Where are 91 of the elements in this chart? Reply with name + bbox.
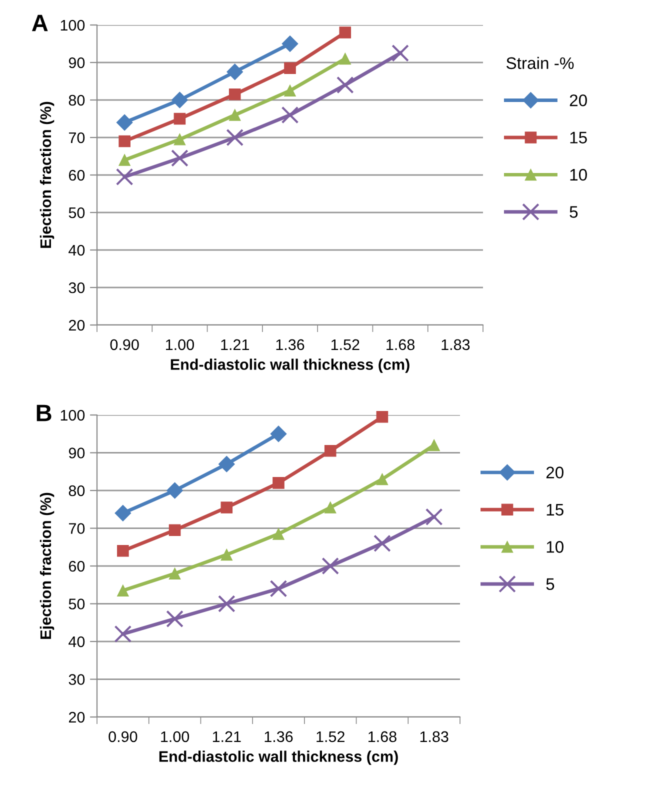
- y-tick-label: 50: [68, 207, 85, 218]
- legend-label: 10: [570, 168, 587, 181]
- legend-label: 15: [546, 504, 564, 516]
- point: [270, 580, 288, 598]
- point: [322, 557, 340, 575]
- point: [376, 473, 388, 486]
- y-tick-label: 20: [68, 320, 85, 331]
- point: [425, 508, 443, 526]
- x-tick-label: 1.00: [166, 339, 194, 350]
- y-tick-label: 70: [68, 132, 85, 144]
- y-tick-label: 40: [68, 244, 85, 256]
- chart-title: A: [32, 14, 48, 32]
- point: [220, 502, 233, 514]
- point: [228, 109, 241, 121]
- y-tick-label: 50: [68, 598, 85, 610]
- x-tick-label: 0.90: [108, 731, 138, 742]
- point: [117, 544, 129, 557]
- x-axis-title: End-diastolic wall thickness (cm): [170, 358, 410, 373]
- x-tick-label: 1.83: [420, 731, 448, 742]
- y-tick-label: 90: [68, 57, 85, 68]
- point: [168, 568, 181, 580]
- point: [226, 64, 244, 80]
- y-axis-title: Ejection fraction (%): [40, 102, 54, 248]
- point: [282, 36, 298, 52]
- x-tick-label: 1.00: [161, 731, 190, 742]
- x-tick-label: 1.52: [331, 339, 360, 350]
- x-axis-title: End-diastolic wall thickness (cm): [159, 750, 398, 765]
- point: [281, 106, 299, 124]
- x-tick-label: 1.36: [264, 731, 293, 742]
- point: [270, 426, 287, 442]
- legend-label: 5: [570, 206, 578, 218]
- y-tick-label: 20: [68, 712, 85, 723]
- point: [324, 444, 336, 457]
- point: [284, 84, 296, 97]
- point: [226, 128, 244, 146]
- point: [118, 154, 130, 166]
- point: [171, 149, 188, 167]
- point: [172, 92, 188, 108]
- legend-label: 10: [546, 541, 564, 553]
- point: [220, 548, 233, 561]
- point: [118, 135, 130, 148]
- x-tick-label: 1.36: [276, 339, 304, 350]
- y-tick-label: 100: [60, 20, 85, 31]
- point: [117, 584, 129, 596]
- point: [339, 52, 352, 65]
- x-tick-label: 0.90: [110, 339, 139, 350]
- point: [218, 456, 235, 472]
- y-tick-label: 80: [68, 485, 85, 496]
- legend-label: 20: [570, 94, 587, 106]
- y-tick-label: 80: [68, 94, 85, 106]
- x-tick-label: 1.21: [221, 339, 249, 350]
- point: [166, 610, 184, 628]
- point: [166, 482, 183, 499]
- point: [168, 524, 181, 536]
- x-tick-label: 1.83: [442, 339, 470, 350]
- point: [336, 76, 354, 94]
- point: [116, 168, 134, 186]
- x-tick-label: 1.21: [212, 731, 241, 742]
- point: [228, 88, 241, 100]
- point: [284, 62, 296, 74]
- y-tick-label: 40: [68, 636, 85, 648]
- point: [392, 44, 409, 62]
- y-tick-label: 60: [68, 170, 85, 181]
- point: [218, 595, 236, 612]
- x-tick-label: 1.68: [368, 731, 396, 742]
- legend-label: 5: [546, 578, 554, 590]
- y-tick-label: 30: [68, 282, 85, 294]
- y-tick-label: 90: [68, 448, 85, 458]
- point: [174, 133, 186, 146]
- point: [374, 534, 391, 552]
- legend-label: 20: [546, 466, 564, 478]
- x-tick-label: 1.68: [386, 339, 414, 350]
- chart-title: B: [36, 404, 52, 422]
- point: [114, 504, 132, 522]
- legend-title: Strain -%: [506, 56, 574, 70]
- point: [339, 26, 352, 38]
- point: [428, 439, 440, 452]
- y-axis-title: Ejection fraction (%): [40, 492, 54, 639]
- point: [116, 114, 133, 131]
- point: [376, 410, 388, 423]
- point: [114, 625, 132, 643]
- point: [272, 477, 284, 489]
- y-tick-label: 70: [68, 523, 85, 534]
- point: [324, 502, 336, 514]
- point: [174, 112, 186, 125]
- y-tick-label: 60: [68, 560, 85, 572]
- y-tick-label: 30: [68, 674, 85, 685]
- point: [272, 528, 284, 540]
- legend-label: 15: [570, 132, 587, 144]
- x-tick-label: 1.52: [316, 731, 344, 742]
- y-tick-label: 100: [60, 410, 85, 421]
